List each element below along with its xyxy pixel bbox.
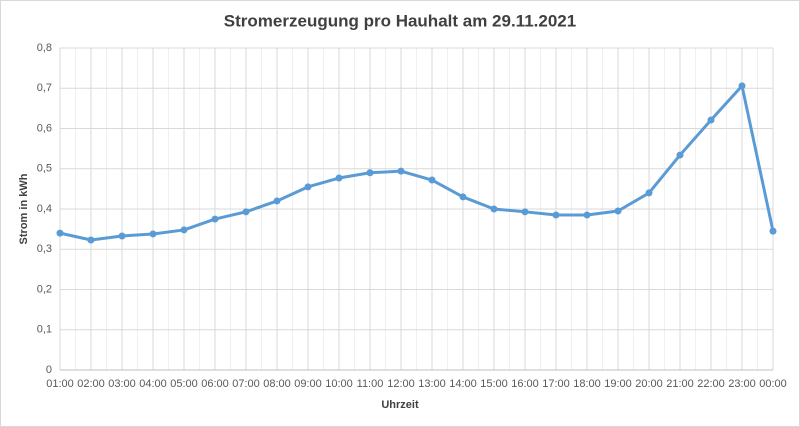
x-tick-label: 03:00 <box>108 378 136 390</box>
line-marker <box>583 211 591 219</box>
line-marker <box>738 82 746 90</box>
line-marker <box>56 229 64 237</box>
y-axis-title: Strom in kWh <box>18 173 30 244</box>
line-marker <box>645 189 653 197</box>
line-marker <box>335 174 343 182</box>
x-tick-label: 02:00 <box>77 378 105 390</box>
x-tick-label: 20:00 <box>635 378 663 390</box>
y-tick-label: 0,2 <box>37 283 52 295</box>
line-marker <box>769 227 777 235</box>
chart-title: Stromerzeugung pro Hauhalt am 29.11.2021 <box>224 11 576 30</box>
y-tick-label: 0,3 <box>37 243 52 255</box>
line-marker <box>707 116 715 124</box>
x-tick-label: 21:00 <box>666 378 694 390</box>
line-marker <box>149 230 157 238</box>
x-tick-label: 10:00 <box>325 378 353 390</box>
line-marker <box>521 208 529 216</box>
line-marker <box>118 232 126 240</box>
x-tick-label: 04:00 <box>139 378 167 390</box>
line-marker <box>211 215 219 223</box>
x-tick-label: 00:00 <box>759 378 787 390</box>
x-tick-label: 19:00 <box>604 378 632 390</box>
y-tick-label: 0,7 <box>37 82 52 94</box>
x-tick-label: 11:00 <box>357 378 384 390</box>
y-tick-label: 0,8 <box>37 42 52 54</box>
x-tick-label: 01:00 <box>46 378 74 390</box>
line-marker <box>490 205 498 213</box>
line-marker <box>397 167 405 175</box>
line-marker <box>304 183 312 191</box>
x-tick-label: 06:00 <box>201 378 229 390</box>
y-tick-label: 0,5 <box>37 163 52 175</box>
x-tick-label: 15:00 <box>480 378 508 390</box>
x-axis-title: Uhrzeit <box>381 399 419 411</box>
line-marker <box>87 236 95 244</box>
line-marker <box>273 197 281 205</box>
x-tick-label: 08:00 <box>263 378 291 390</box>
line-marker <box>676 151 684 159</box>
line-marker <box>428 176 436 184</box>
line-marker <box>459 193 467 201</box>
y-tick-label: 0 <box>46 364 52 376</box>
line-marker <box>242 208 250 216</box>
x-tick-label: 16:00 <box>511 378 539 390</box>
x-tick-label: 05:00 <box>170 378 198 390</box>
x-tick-label: 12:00 <box>387 378 415 390</box>
x-tick-label: 18:00 <box>573 378 601 390</box>
y-tick-label: 0,1 <box>37 324 52 336</box>
x-tick-label: 09:00 <box>294 378 322 390</box>
x-tick-label: 17:00 <box>542 378 570 390</box>
line-marker <box>180 226 188 234</box>
x-tick-label: 13:00 <box>418 378 446 390</box>
x-tick-label: 07:00 <box>232 378 260 390</box>
line-marker <box>366 169 374 177</box>
y-tick-label: 0,6 <box>37 122 52 134</box>
x-tick-label: 22:00 <box>697 378 725 390</box>
line-series <box>59 84 775 242</box>
x-tick-label: 23:00 <box>728 378 756 390</box>
line-marker <box>614 207 622 215</box>
y-tick-label: 0,4 <box>37 203 52 215</box>
line-marker <box>552 211 560 219</box>
x-tick-label: 14:00 <box>449 378 477 390</box>
